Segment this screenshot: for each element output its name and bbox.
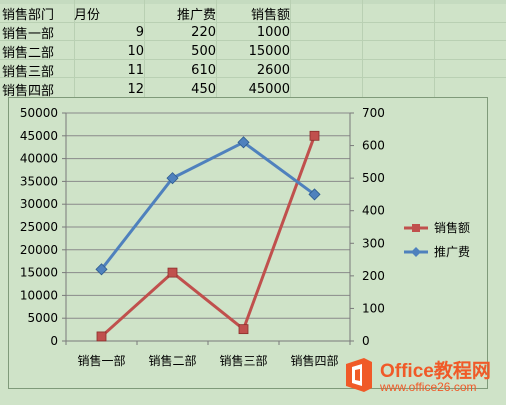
x-tick-label: 销售二部 bbox=[148, 353, 196, 368]
table-cell[interactable]: 450 bbox=[191, 82, 216, 97]
y-right-tick-label: 0 bbox=[362, 334, 370, 348]
table-row: 销售三部 11 610 2600 bbox=[2, 61, 290, 80]
y-left-tick-label: 5000 bbox=[27, 311, 58, 325]
data-point-marker bbox=[166, 172, 179, 185]
legend-label: 推广费 bbox=[434, 245, 470, 259]
y-left-tick-label: 10000 bbox=[20, 288, 58, 302]
x-tick-label: 销售四部 bbox=[290, 353, 338, 368]
row-divider bbox=[0, 59, 506, 60]
table-cell[interactable]: 销售二部 bbox=[2, 46, 55, 61]
legend-label: 销售额 bbox=[434, 220, 470, 235]
y-right-tick-label: 300 bbox=[362, 236, 385, 250]
column-divider bbox=[216, 0, 217, 100]
watermark: Office教程网 www.office26.com bbox=[340, 354, 506, 400]
column-divider bbox=[144, 0, 145, 100]
table-cell[interactable]: 11 bbox=[127, 63, 144, 78]
y-right-tick-label: 600 bbox=[362, 139, 385, 153]
y-right-tick-label: 500 bbox=[362, 171, 385, 185]
series-line bbox=[100, 135, 316, 338]
y-left-tick-label: 25000 bbox=[20, 220, 58, 234]
column-divider bbox=[434, 0, 435, 100]
sheet-top-edge bbox=[0, 0, 506, 4]
y-left-tick-label: 15000 bbox=[20, 266, 58, 280]
series-line bbox=[100, 140, 316, 271]
data-point-marker bbox=[95, 263, 108, 276]
gridlines bbox=[66, 112, 350, 342]
y-right-tick-label: 700 bbox=[362, 106, 385, 120]
data-point-marker bbox=[237, 136, 250, 149]
data-table: 销售部门 月份 推广费 销售额 销售一部 9 220 1000 销售二部 10 … bbox=[2, 4, 290, 99]
table-cell[interactable]: 610 bbox=[191, 63, 216, 78]
table-cell[interactable]: 10 bbox=[127, 44, 144, 59]
legend-marker bbox=[412, 224, 420, 232]
series bbox=[95, 130, 321, 342]
x-tick-label: 销售一部 bbox=[77, 353, 125, 368]
y-left-tick-label: 0 bbox=[50, 334, 58, 348]
header-cell[interactable]: 月份 bbox=[74, 8, 101, 23]
column-divider bbox=[290, 0, 291, 100]
y-left-tick-label: 50000 bbox=[20, 106, 58, 120]
data-point-marker bbox=[167, 267, 178, 278]
row-divider bbox=[0, 22, 506, 23]
table-header-row: 销售部门 月份 推广费 销售额 bbox=[2, 4, 290, 23]
table-cell[interactable]: 500 bbox=[191, 44, 216, 59]
y-right-tick-label: 400 bbox=[362, 204, 385, 218]
y-left-tick-label: 30000 bbox=[20, 197, 58, 211]
table-cell[interactable]: 销售一部 bbox=[2, 27, 55, 42]
watermark-url: www.office26.com bbox=[380, 380, 477, 394]
table-cell[interactable]: 15000 bbox=[248, 44, 290, 59]
header-cell[interactable]: 推广费 bbox=[176, 8, 216, 23]
legend-marker bbox=[411, 247, 421, 257]
y-left-tick-label: 40000 bbox=[20, 152, 58, 166]
axes: 0500010000150002000025000300003500040000… bbox=[20, 106, 385, 368]
data-point-marker bbox=[238, 324, 249, 335]
y-left-tick-label: 20000 bbox=[20, 243, 58, 257]
y-left-tick-label: 45000 bbox=[20, 129, 58, 143]
table-cell[interactable]: 12 bbox=[127, 82, 144, 97]
x-tick-label: 销售三部 bbox=[219, 353, 267, 368]
table-cell[interactable]: 1000 bbox=[256, 25, 290, 40]
data-point-marker bbox=[96, 331, 107, 342]
row-divider bbox=[0, 77, 506, 78]
data-point-marker bbox=[309, 130, 320, 141]
header-cell[interactable]: 销售部门 bbox=[2, 8, 55, 23]
column-divider bbox=[362, 0, 363, 100]
table-cell[interactable]: 220 bbox=[191, 25, 216, 40]
y-right-tick-label: 100 bbox=[362, 301, 385, 315]
table-cell[interactable]: 9 bbox=[135, 25, 144, 40]
table-row: 销售四部 12 450 45000 bbox=[2, 80, 290, 99]
table-row: 销售一部 9 220 1000 bbox=[2, 23, 290, 42]
table-cell[interactable]: 销售四部 bbox=[2, 84, 55, 99]
table-cell[interactable]: 45000 bbox=[248, 82, 290, 97]
office-logo-icon bbox=[346, 358, 372, 392]
watermark-title: Office教程网 bbox=[380, 361, 491, 382]
header-cell[interactable]: 销售额 bbox=[250, 8, 290, 23]
table-row: 销售二部 10 500 15000 bbox=[2, 42, 290, 61]
table-cell[interactable]: 2600 bbox=[256, 63, 290, 78]
column-divider bbox=[74, 0, 75, 100]
y-left-tick-label: 35000 bbox=[20, 174, 58, 188]
table-cell[interactable]: 销售三部 bbox=[2, 65, 55, 80]
row-divider bbox=[0, 40, 506, 41]
y-right-tick-label: 200 bbox=[362, 269, 385, 283]
data-point-marker bbox=[308, 188, 321, 201]
